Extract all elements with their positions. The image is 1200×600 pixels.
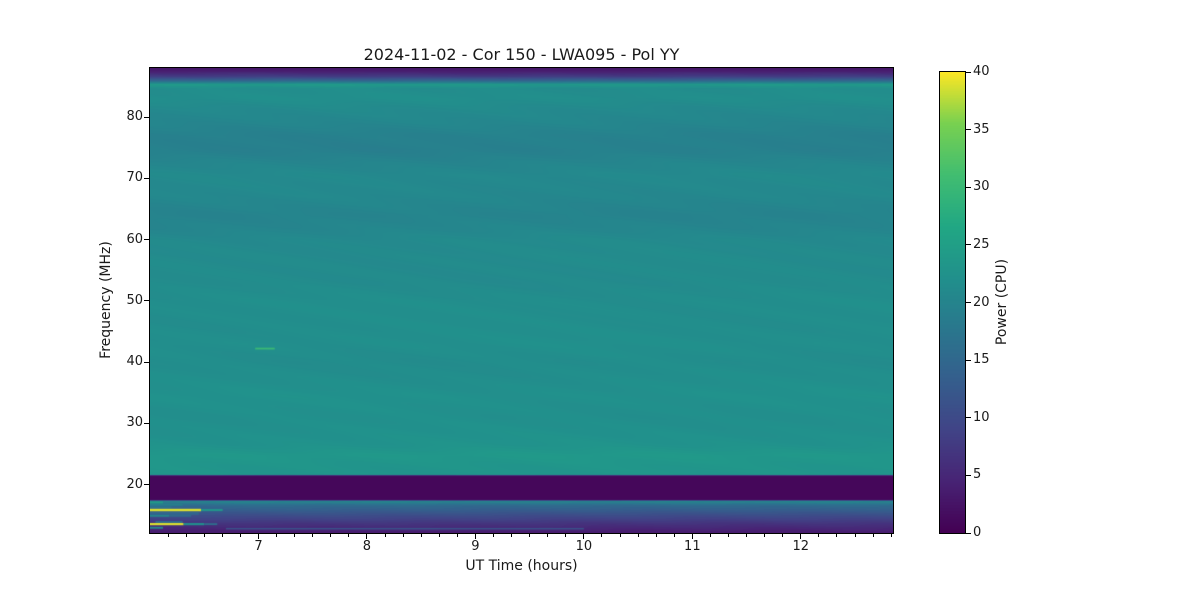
y-tick-label: 50 bbox=[126, 292, 143, 308]
colorbar-tick-label: 10 bbox=[973, 409, 990, 425]
x-minor-tick-mark bbox=[619, 534, 621, 537]
x-tick-label: 10 bbox=[575, 539, 593, 554]
colorbar-tick-label: 30 bbox=[973, 179, 990, 195]
x-minor-tick-mark bbox=[836, 534, 838, 537]
x-minor-tick-mark bbox=[420, 534, 422, 537]
x-tick-mark bbox=[474, 534, 476, 539]
x-tick-mark bbox=[366, 534, 368, 539]
x-minor-tick-mark bbox=[221, 534, 223, 537]
colorbar-tick-mark bbox=[966, 417, 971, 419]
x-minor-tick-mark bbox=[673, 534, 675, 537]
x-minor-tick-mark bbox=[348, 534, 350, 537]
x-minor-tick-mark bbox=[854, 534, 856, 537]
colorbar-tick-label: 35 bbox=[973, 121, 990, 137]
colorbar-tick-label: 25 bbox=[973, 236, 990, 252]
x-minor-tick-mark bbox=[872, 534, 874, 537]
x-tick-label: 8 bbox=[362, 539, 372, 554]
x-tick-label: 9 bbox=[471, 539, 480, 554]
x-minor-tick-mark bbox=[637, 534, 639, 537]
y-tick-mark bbox=[144, 484, 149, 486]
x-tick-label: 12 bbox=[792, 539, 810, 554]
x-minor-tick-mark bbox=[402, 534, 404, 537]
colorbar-tick-mark bbox=[966, 186, 971, 188]
chart-title: 2024-11-02 - Cor 150 - LWA095 - Pol YY bbox=[363, 45, 680, 64]
colorbar-tick-mark bbox=[966, 474, 971, 476]
x-minor-tick-mark bbox=[438, 534, 440, 537]
x-tick-label: 11 bbox=[684, 539, 701, 554]
y-tick-label: 70 bbox=[126, 170, 143, 186]
x-minor-tick-mark bbox=[601, 534, 603, 537]
x-minor-tick-mark bbox=[727, 534, 729, 537]
colorbar-tick-mark bbox=[966, 71, 971, 73]
y-tick-mark bbox=[144, 361, 149, 363]
colorbar-tick-label: 5 bbox=[973, 467, 982, 483]
x-minor-tick-mark bbox=[746, 534, 748, 537]
y-tick-mark bbox=[144, 422, 149, 424]
x-minor-tick-mark bbox=[565, 534, 567, 537]
y-tick-mark bbox=[144, 300, 149, 302]
x-minor-tick-mark bbox=[764, 534, 766, 537]
x-minor-tick-mark bbox=[547, 534, 549, 537]
x-minor-tick-mark bbox=[239, 534, 241, 537]
y-tick-label: 80 bbox=[126, 109, 143, 124]
colorbar-tick-mark bbox=[966, 359, 971, 361]
y-tick-label: 60 bbox=[126, 231, 143, 247]
colorbar-tick-label: 40 bbox=[973, 64, 990, 79]
spectrogram-canvas bbox=[149, 67, 894, 534]
x-minor-tick-mark bbox=[294, 534, 296, 537]
y-tick-label: 30 bbox=[126, 415, 143, 431]
colorbar-tick-mark bbox=[966, 244, 971, 246]
x-tick-label: 7 bbox=[254, 539, 263, 554]
x-tick-mark bbox=[691, 534, 693, 539]
y-tick-label: 40 bbox=[126, 354, 143, 370]
x-minor-tick-mark bbox=[529, 534, 531, 537]
y-tick-mark bbox=[144, 177, 149, 179]
x-axis-label: UT Time (hours) bbox=[465, 558, 578, 574]
x-minor-tick-mark bbox=[167, 534, 169, 537]
colorbar-tick-label: 15 bbox=[973, 352, 990, 368]
x-minor-tick-mark bbox=[330, 534, 332, 537]
x-tick-mark bbox=[583, 534, 585, 539]
y-tick-label: 20 bbox=[126, 476, 143, 492]
y-tick-mark bbox=[144, 239, 149, 241]
x-tick-mark bbox=[800, 534, 802, 539]
x-minor-tick-mark bbox=[456, 534, 458, 537]
x-minor-tick-mark bbox=[818, 534, 820, 537]
x-minor-tick-mark bbox=[384, 534, 386, 537]
x-minor-tick-mark bbox=[492, 534, 494, 537]
colorbar-tick-mark bbox=[966, 532, 971, 534]
x-minor-tick-mark bbox=[511, 534, 513, 537]
x-minor-tick-mark bbox=[312, 534, 314, 537]
colorbar-label: Power (CPU) bbox=[994, 258, 1010, 346]
colorbar-tick-mark bbox=[966, 302, 971, 303]
colorbar-tick-label: 20 bbox=[973, 294, 990, 310]
x-minor-tick-mark bbox=[276, 534, 278, 537]
y-tick-mark bbox=[144, 116, 149, 118]
colorbar-tick-label: 0 bbox=[973, 525, 982, 540]
x-minor-tick-mark bbox=[203, 534, 205, 537]
x-minor-tick-mark bbox=[782, 534, 784, 537]
colorbar-tick-mark bbox=[966, 129, 971, 131]
x-minor-tick-mark bbox=[890, 534, 892, 537]
x-minor-tick-mark bbox=[185, 534, 187, 537]
x-minor-tick-mark bbox=[655, 534, 657, 537]
x-minor-tick-mark bbox=[709, 534, 711, 537]
x-tick-mark bbox=[257, 534, 259, 539]
colorbar-canvas bbox=[939, 71, 966, 534]
